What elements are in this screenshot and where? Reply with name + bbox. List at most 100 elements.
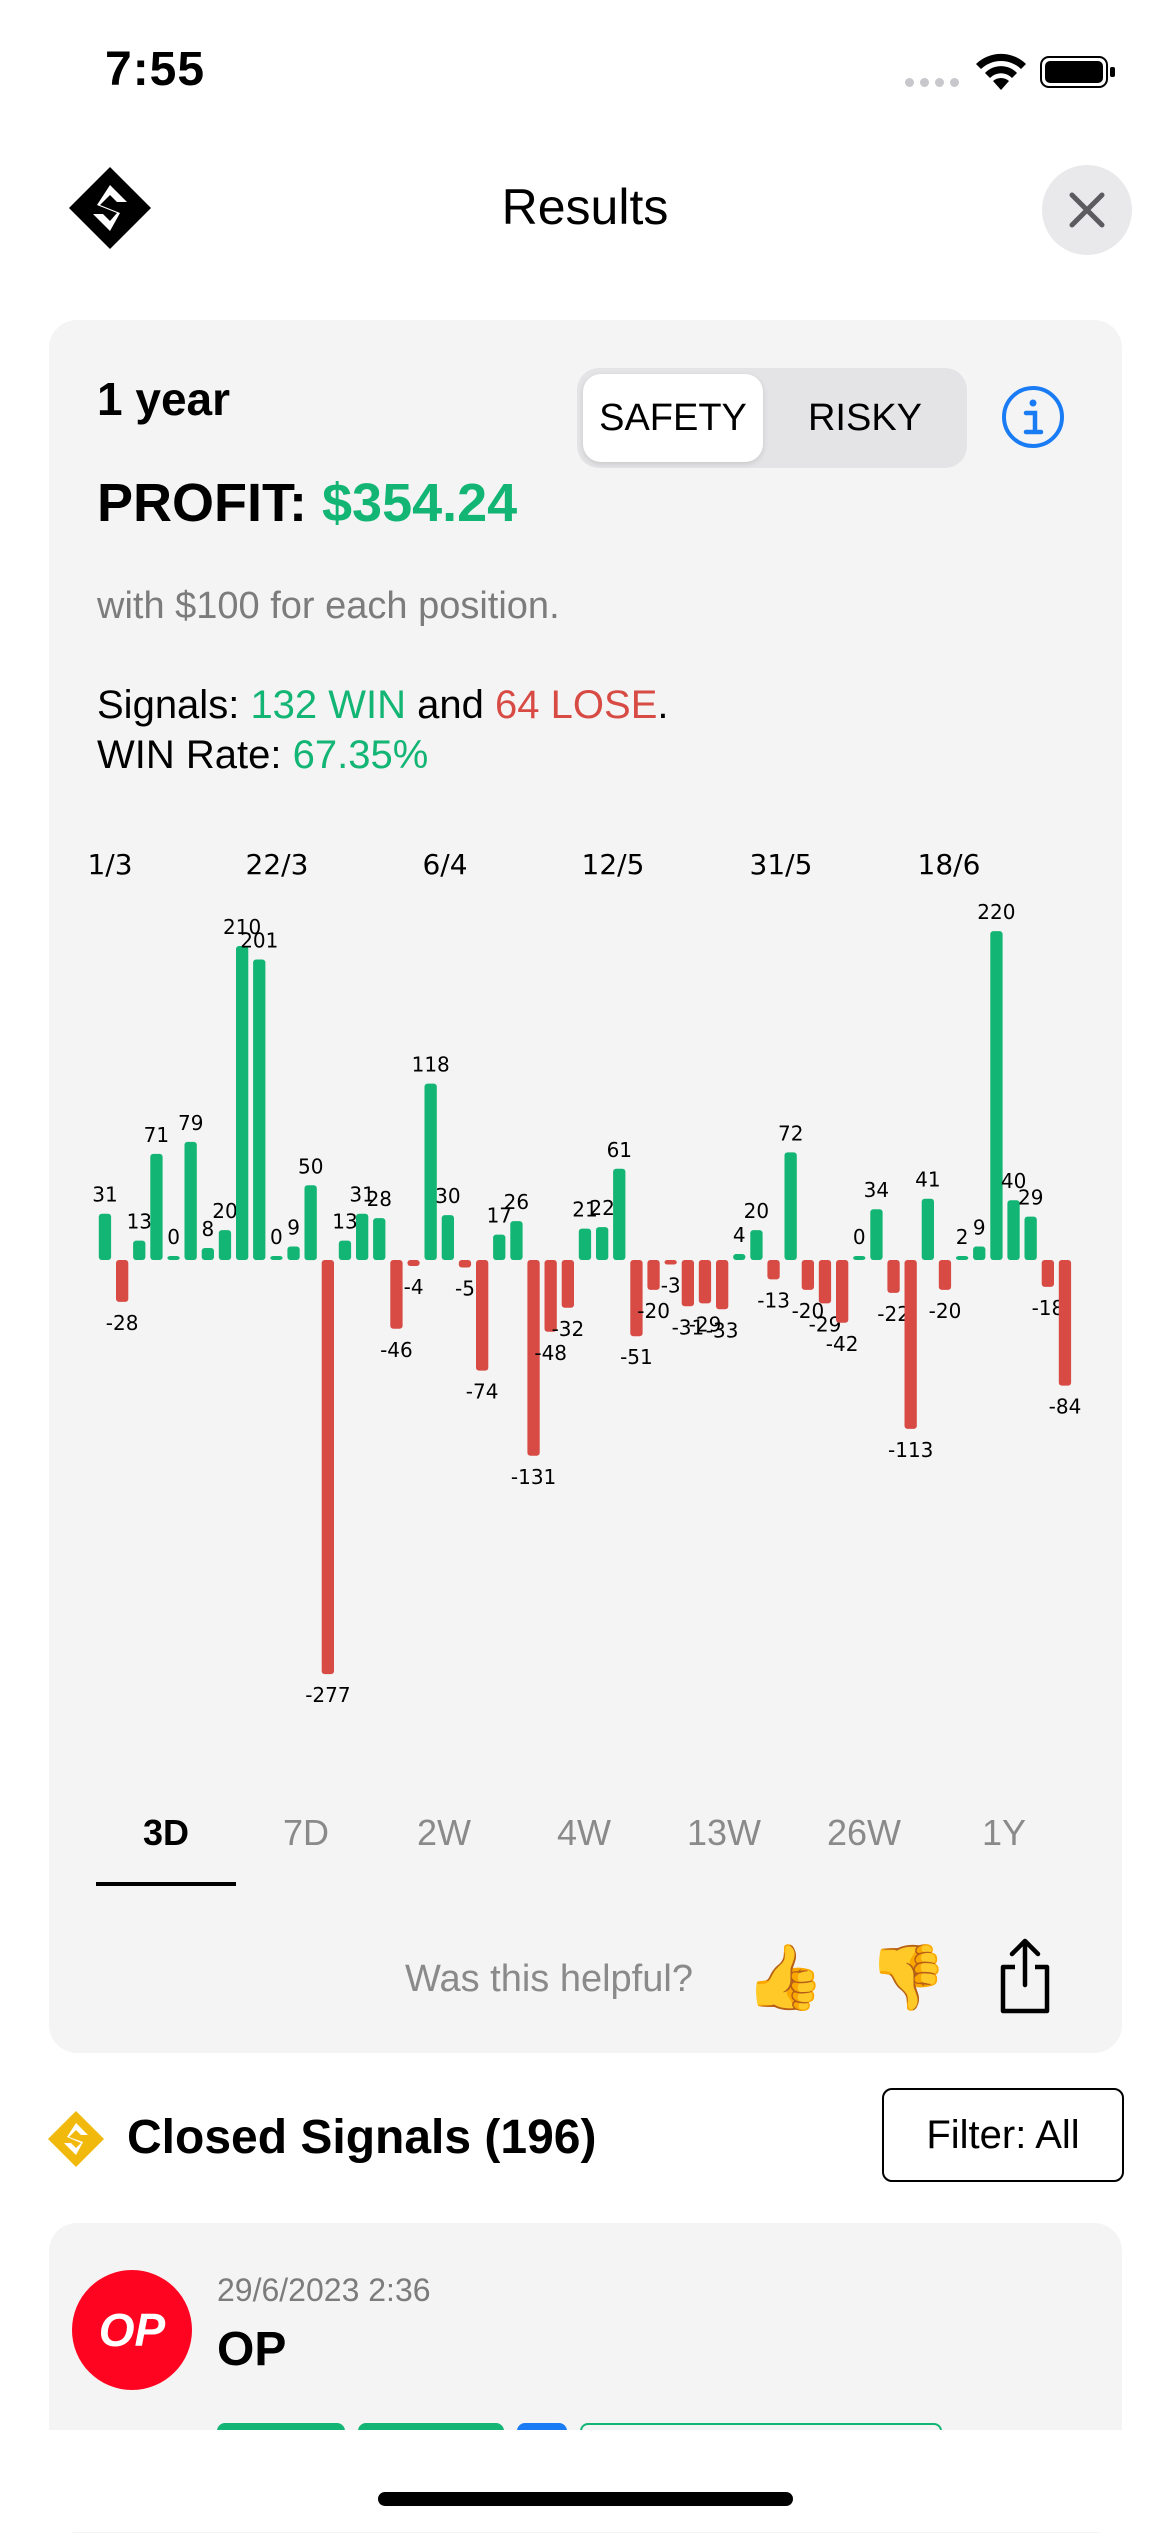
closed-signals-title: Closed Signals (196) — [127, 2111, 597, 2164]
bar-value-label: -13 — [757, 1288, 790, 1312]
thumbs-down-icon[interactable]: 👎 — [868, 1941, 948, 2013]
bar-value-label: -5 — [455, 1277, 475, 1301]
close-button[interactable] — [1042, 165, 1132, 255]
tab-26w[interactable]: 26W — [826, 1812, 902, 1853]
chart-bar — [681, 1260, 694, 1307]
bar-value-label: -131 — [511, 1465, 556, 1489]
chart-bar — [98, 1213, 112, 1260]
signals-label: Signals: — [97, 683, 240, 727]
chart-bar — [818, 1260, 832, 1304]
win-count: 132 WIN — [250, 683, 407, 727]
page-title: Results — [501, 179, 669, 235]
bar-value-label: -22 — [877, 1302, 910, 1326]
closed-signals-logo-icon — [48, 2111, 104, 2167]
bar-value-label: 21 — [572, 1198, 597, 1222]
lose-count: 64 LOSE — [495, 683, 658, 727]
chart-bar — [921, 1198, 934, 1260]
bar-value-label: -20 — [792, 1299, 825, 1323]
chart-bar — [836, 1260, 849, 1323]
bar-value-label: 30 — [435, 1184, 460, 1208]
chart-bar — [424, 1083, 437, 1260]
chart-bar — [527, 1260, 540, 1456]
mode-safety-option[interactable]: SAFETY — [583, 374, 763, 462]
bar-value-label: 2 — [956, 1225, 969, 1249]
x-tick-label: 22/3 — [246, 850, 309, 881]
tab-4w[interactable]: 4W — [557, 1812, 611, 1853]
tab-1y[interactable]: 1Y — [981, 1812, 1027, 1853]
bar-value-label: -18 — [1032, 1296, 1065, 1320]
tab-3d[interactable]: 3D — [142, 1812, 190, 1853]
thumbs-up-icon[interactable]: 👍 — [745, 1941, 825, 2013]
x-tick-label: 6/4 — [422, 850, 467, 881]
bar-value-label: -29 — [809, 1312, 842, 1336]
bar-value-label: -32 — [552, 1317, 585, 1341]
bar-value-label: 29 — [1018, 1186, 1043, 1210]
bar-value-label: -4 — [404, 1275, 424, 1299]
feedback-question: Was this helpful? — [405, 1958, 693, 2000]
winrate-line: WIN Rate: 67.35% — [97, 733, 428, 778]
share-icon[interactable] — [995, 1935, 1055, 2015]
chart-bar — [561, 1260, 574, 1308]
battery-icon — [1040, 56, 1115, 88]
info-icon[interactable] — [1000, 384, 1066, 450]
chart-bar — [510, 1221, 523, 1260]
bar-value-label: 201 — [240, 929, 278, 953]
bar-value-label: -33 — [706, 1318, 739, 1342]
bar-value-label: -46 — [380, 1338, 413, 1362]
chart-bar — [698, 1260, 712, 1304]
signal-name: OP — [217, 2323, 287, 2376]
app-logo-icon[interactable] — [67, 165, 153, 251]
chart-bar — [578, 1228, 592, 1260]
chart-bar — [664, 1260, 677, 1265]
bar-value-label: -51 — [620, 1345, 653, 1369]
bar-value-label: 0 — [853, 1225, 866, 1249]
profit-line: PROFIT: $354.24 — [97, 472, 517, 534]
chart-bar — [613, 1168, 626, 1260]
tab-13w[interactable]: 13W — [686, 1812, 762, 1853]
x-tick-label: 12/5 — [582, 850, 645, 881]
bar-value-label: 31 — [92, 1183, 117, 1207]
results-card — [49, 320, 1122, 2053]
chart-bar — [390, 1260, 403, 1329]
chart-bar — [801, 1260, 814, 1290]
chart-bar — [338, 1240, 352, 1260]
tab-2w[interactable]: 2W — [417, 1812, 471, 1853]
bar-value-label: 26 — [504, 1190, 529, 1214]
bar-value-label: 9 — [973, 1216, 986, 1240]
close-icon — [1069, 192, 1105, 228]
chart-bar — [973, 1246, 986, 1260]
bar-value-label: -3 — [661, 1274, 681, 1298]
chart-bar — [458, 1260, 472, 1268]
bar-value-label: 34 — [864, 1178, 889, 1202]
profit-value: $354.24 — [322, 473, 518, 533]
chart-bar — [476, 1260, 489, 1371]
chart-bar — [441, 1215, 454, 1260]
filter-button[interactable]: Filter: All — [882, 2088, 1124, 2182]
chart-bar — [750, 1230, 763, 1260]
bar-value-label: -28 — [106, 1311, 139, 1335]
x-tick-label: 1/3 — [87, 850, 132, 881]
chart-bar — [767, 1260, 780, 1280]
bar-value-label: -29 — [689, 1312, 722, 1336]
chart-bar — [630, 1260, 643, 1337]
mode-risky-option[interactable]: RISKY — [807, 396, 923, 439]
bar-value-label: -74 — [466, 1380, 499, 1404]
chart-bar — [218, 1230, 232, 1260]
status-time: 7:55 — [105, 43, 206, 96]
bar-value-label: 72 — [778, 1121, 803, 1145]
chart-bar — [373, 1218, 386, 1260]
bar-value-label: 220 — [977, 900, 1015, 924]
bar-value-label: 22 — [589, 1196, 614, 1220]
tab-7d[interactable]: 7D — [282, 1812, 330, 1853]
bar-value-label: -84 — [1049, 1395, 1082, 1419]
x-tick-label: 31/5 — [750, 850, 813, 881]
chart-bar — [321, 1260, 334, 1675]
chart-bar — [1058, 1260, 1072, 1386]
bar-value-label: 28 — [367, 1187, 392, 1211]
winrate-label: WIN Rate: — [97, 733, 282, 777]
chart-bar — [1041, 1260, 1054, 1287]
x-tick-label: 18/6 — [918, 850, 981, 881]
and-word: and — [417, 683, 484, 727]
bar-value-label: 13 — [332, 1210, 357, 1234]
bar-value-label: 13 — [127, 1210, 152, 1234]
